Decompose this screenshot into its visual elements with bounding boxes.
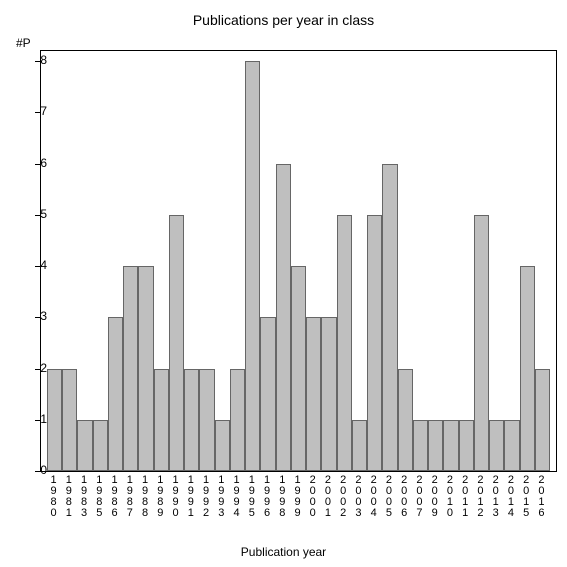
x-tick-label: 1998: [277, 475, 287, 519]
x-tick-label: 2006: [399, 475, 409, 519]
bar: [215, 420, 230, 471]
x-tick-label: 1986: [110, 475, 120, 519]
bar: [154, 369, 169, 471]
bar: [47, 369, 62, 471]
y-tick-label: 4: [27, 258, 47, 272]
bar: [245, 61, 260, 471]
y-tick-label: 2: [27, 361, 47, 375]
bar: [230, 369, 245, 471]
x-axis-label: Publication year: [0, 545, 567, 559]
bar: [169, 215, 184, 471]
x-tick-label: 2016: [536, 475, 546, 519]
x-tick-label: 1980: [49, 475, 59, 519]
x-tick-label: 1985: [94, 475, 104, 519]
x-tick-label: 1999: [293, 475, 303, 519]
x-tick-label: 1996: [262, 475, 272, 519]
x-tick-label: 2009: [430, 475, 440, 519]
x-tick-label: 1991: [186, 475, 196, 519]
y-tick-label: 7: [27, 104, 47, 118]
x-tick-label: 1995: [247, 475, 257, 519]
bar: [321, 317, 336, 471]
y-tick-label: 3: [27, 309, 47, 323]
y-tick-label: 1: [27, 412, 47, 426]
x-tick-label: 2013: [491, 475, 501, 519]
x-tick-label: 2002: [338, 475, 348, 519]
x-tick-label: 2010: [445, 475, 455, 519]
x-tick-label: 1989: [155, 475, 165, 519]
x-tick-label: 2015: [521, 475, 531, 519]
x-tick-label: 1992: [201, 475, 211, 519]
bar: [428, 420, 443, 471]
x-tick-label: 2001: [323, 475, 333, 519]
x-tick-label: 2007: [414, 475, 424, 519]
bar: [184, 369, 199, 471]
bar: [443, 420, 458, 471]
bar: [474, 215, 489, 471]
bar: [199, 369, 214, 471]
bar: [306, 317, 321, 471]
x-tick-label: 1990: [171, 475, 181, 519]
x-tick-label: 1988: [140, 475, 150, 519]
y-tick-label: 0: [27, 463, 47, 477]
bar: [535, 369, 550, 471]
x-tick-label: 2011: [460, 475, 470, 519]
bars-group: [41, 51, 556, 471]
x-tick-label: 2005: [384, 475, 394, 519]
bar: [93, 420, 108, 471]
bar: [123, 266, 138, 471]
x-tick-label: 2012: [475, 475, 485, 519]
x-tick-label: 1993: [216, 475, 226, 519]
bar: [489, 420, 504, 471]
bar: [108, 317, 123, 471]
bar: [382, 164, 397, 471]
x-tick-label: 1994: [232, 475, 242, 519]
chart-title: Publications per year in class: [0, 12, 567, 28]
x-tick-label: 1987: [125, 475, 135, 519]
x-tick-label: 2003: [353, 475, 363, 519]
bar: [413, 420, 428, 471]
bar: [62, 369, 77, 471]
bar: [291, 266, 306, 471]
y-tick-label: 5: [27, 207, 47, 221]
bar: [260, 317, 275, 471]
y-tick-label: 8: [27, 53, 47, 67]
x-tick-label: 2004: [369, 475, 379, 519]
bar: [459, 420, 474, 471]
bar: [520, 266, 535, 471]
bar: [337, 215, 352, 471]
chart-container: Publications per year in class #P Public…: [0, 0, 567, 567]
x-tick-label: 2000: [308, 475, 318, 519]
x-tick-label: 1981: [64, 475, 74, 519]
bar: [367, 215, 382, 471]
bar: [398, 369, 413, 471]
plot-area: [40, 50, 557, 472]
bar: [138, 266, 153, 471]
bar: [276, 164, 291, 471]
x-tick-label: 1983: [79, 475, 89, 519]
bar: [77, 420, 92, 471]
bar: [504, 420, 519, 471]
y-tick-label: 6: [27, 156, 47, 170]
bar: [352, 420, 367, 471]
y-axis-label: #P: [16, 36, 31, 50]
x-tick-label: 2014: [506, 475, 516, 519]
